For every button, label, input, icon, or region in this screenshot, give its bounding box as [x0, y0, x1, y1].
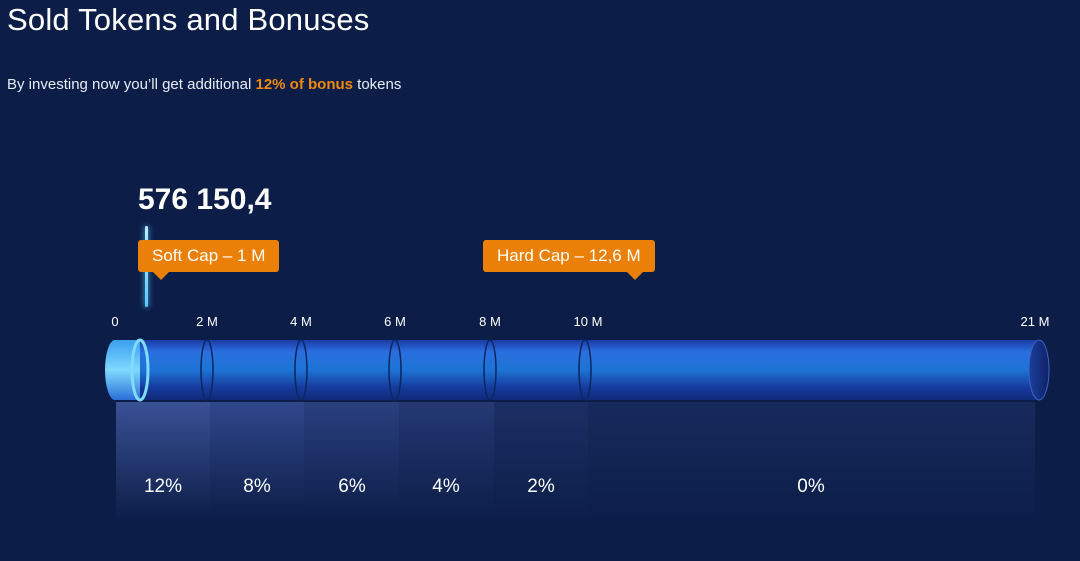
bonus-tier-label: 4%: [432, 476, 460, 497]
tick-label: 10 M: [573, 314, 603, 329]
hard-cap-badge: Hard Cap – 12,6 M: [483, 240, 655, 280]
bonus-tier-segment: [116, 402, 210, 520]
bonus-tier-segment: [588, 402, 1035, 520]
bar-divider: [483, 339, 497, 401]
bonus-tier-segment: [399, 402, 494, 520]
subtitle-suffix: tokens: [353, 76, 402, 93]
bar-right-cap: [1028, 339, 1050, 401]
bonus-tier-label: 12%: [143, 476, 183, 497]
bonus-tier-segment: [304, 402, 399, 520]
tick-label: 6 M: [384, 314, 406, 329]
bar-progress-edge: [130, 338, 150, 402]
soft-cap-label: Soft Cap – 1 M: [152, 246, 266, 265]
subtitle-prefix: By investing now you’ll get additional: [7, 76, 256, 93]
soft-cap-badge: Soft Cap – 1 M: [138, 240, 280, 280]
bar-divider: [578, 339, 592, 401]
bar-tube: [115, 340, 1039, 400]
bar-divider: [388, 339, 402, 401]
bar-divider: [200, 339, 214, 401]
tick-label: 4 M: [290, 314, 312, 329]
tick-label: 21 M: [1020, 314, 1050, 329]
bonus-subtitle: By investing now you’ll get additional 1…: [7, 76, 401, 93]
tick-label: 0: [111, 314, 119, 329]
bonus-tier-segment: [210, 402, 304, 520]
bar-filled-portion: [115, 340, 140, 400]
hard-cap-label: Hard Cap – 12,6 M: [497, 246, 641, 265]
bar-divider: [294, 339, 308, 401]
tick-label: 8 M: [479, 314, 501, 329]
token-progress-bar: [105, 338, 1050, 402]
soft-cap-pointer-icon: [153, 272, 169, 280]
sold-tokens-amount: 576 150,4: [138, 183, 272, 216]
hard-cap-pointer-icon: [627, 272, 643, 280]
tick-label: 2 M: [196, 314, 218, 329]
bonus-tier-label: 2%: [527, 476, 555, 497]
bonus-tier-label: 0%: [797, 476, 825, 497]
bonus-tier-segment: [494, 402, 588, 520]
subtitle-bonus-highlight: 12% of bonus: [255, 76, 353, 93]
bonus-tier-label: 8%: [243, 476, 271, 497]
page-title: Sold Tokens and Bonuses: [7, 2, 370, 37]
bonus-tier-label: 6%: [338, 476, 366, 497]
